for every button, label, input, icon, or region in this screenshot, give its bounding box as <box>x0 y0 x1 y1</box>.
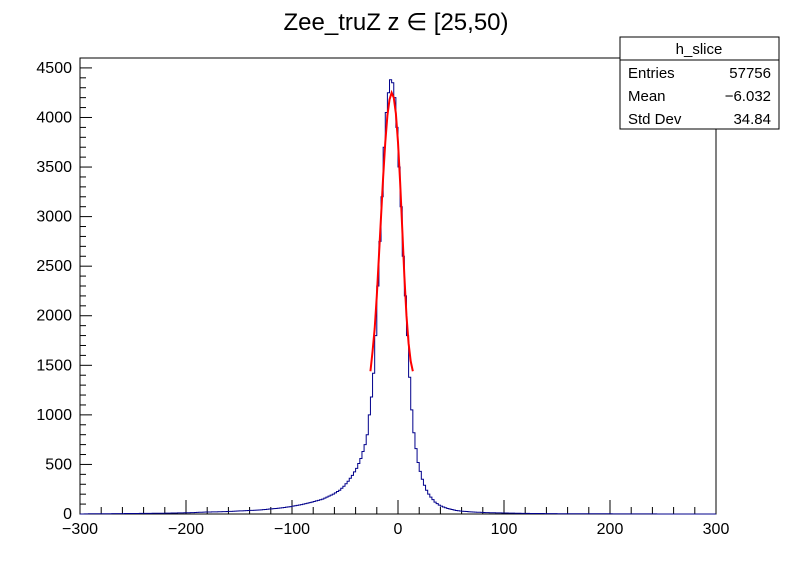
y-tick-label: 500 <box>45 456 72 473</box>
x-tick-label: −300 <box>62 521 98 538</box>
y-tick-label: 2500 <box>36 258 72 275</box>
fit-layer <box>369 89 414 372</box>
stats-mean-value: −6.032 <box>725 88 771 105</box>
y-tick-label: 3500 <box>36 159 72 176</box>
stats-box-title: h_slice <box>676 41 723 58</box>
histogram-layer <box>80 79 716 515</box>
y-tick-label: 2000 <box>36 308 72 325</box>
x-tick-label: −100 <box>274 521 310 538</box>
x-tick-label: −200 <box>168 521 204 538</box>
stats-stddev-value: 34.84 <box>733 111 771 128</box>
stats-box: h_slice Entries 57756 Mean −6.032 Std De… <box>619 36 780 130</box>
stats-stddev-label: Std Dev <box>628 111 682 128</box>
stats-box-frame <box>619 36 780 130</box>
chart-title: Zee_truZ z ∈ [25,50) <box>284 9 509 36</box>
x-tick-label: 0 <box>394 521 403 538</box>
histogram-series <box>80 79 716 515</box>
y-axis: 0 500 1000 1500 2000 2500 3000 3500 4000 4500 <box>36 57 92 523</box>
stats-entries-value: 57756 <box>729 65 771 82</box>
y-tick-label: 4500 <box>36 60 72 77</box>
y-tick-label: 0 <box>63 506 72 523</box>
x-tick-label: 100 <box>491 521 518 538</box>
y-tick-label: 1000 <box>36 407 72 424</box>
y-tick-label: 4000 <box>36 109 72 126</box>
x-tick-label: 200 <box>597 521 624 538</box>
stats-mean-label: Mean <box>628 88 666 105</box>
fit-curve <box>369 89 414 372</box>
stats-entries-label: Entries <box>628 65 675 82</box>
y-tick-label: 3000 <box>36 209 72 226</box>
x-tick-label: 300 <box>703 521 730 538</box>
y-tick-label: 1500 <box>36 357 72 374</box>
x-axis: −300 −200 −100 0 100 200 300 <box>62 500 729 538</box>
